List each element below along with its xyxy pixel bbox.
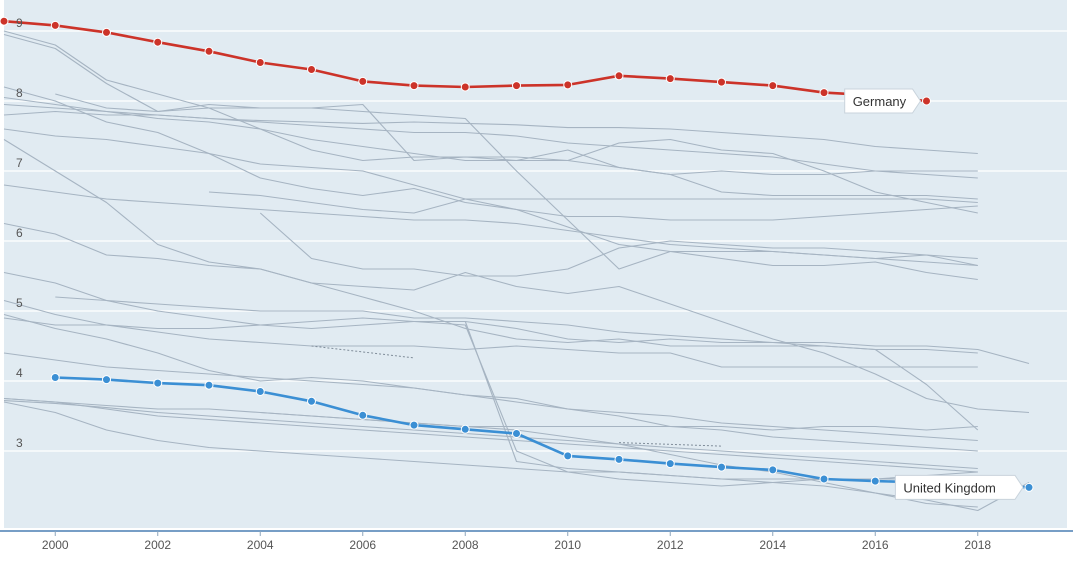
y-tick-label: 7 — [16, 156, 23, 170]
x-tick-label: 2010 — [554, 538, 581, 552]
series-annotations: Germany United Kingdom — [844, 88, 1024, 500]
united-kingdom-data-point — [768, 465, 778, 475]
x-tick-label: 2014 — [759, 538, 786, 552]
background-series-line — [3, 317, 978, 487]
germany-data-point — [358, 76, 368, 86]
germany-annotation-box — [844, 88, 922, 114]
germany-data-point — [153, 37, 163, 47]
germany-data-point — [665, 74, 675, 84]
y-tick-label: 8 — [16, 86, 23, 100]
background-series-line — [3, 397, 978, 431]
united-kingdom-annotation-box — [894, 474, 1024, 500]
germany-data-point — [614, 71, 624, 81]
background-series-line — [3, 271, 1030, 365]
germany-data-point — [819, 88, 829, 98]
background-series-line — [3, 352, 978, 442]
background-series-line — [3, 184, 978, 267]
united-kingdom-annotation: United Kingdom — [894, 474, 1024, 500]
background-series-line — [3, 110, 978, 155]
united-kingdom-data-point — [50, 373, 60, 382]
y-tick-label: 5 — [16, 296, 23, 310]
united-kingdom-data-point — [563, 451, 573, 461]
background-series-line — [3, 401, 978, 480]
united-kingdom-data-point — [204, 380, 214, 390]
germany-data-point — [563, 80, 573, 90]
germany-data-point — [50, 20, 60, 30]
united-kingdom-data-point — [307, 396, 316, 406]
united-kingdom-data-point — [460, 424, 470, 434]
y-tick-label: 9 — [16, 16, 23, 30]
background-series-line — [3, 33, 978, 200]
background-series-line — [3, 299, 978, 368]
background-series-line — [3, 30, 978, 214]
background-series-line — [3, 96, 978, 176]
x-tick-label: 2018 — [964, 538, 991, 552]
plot-background — [4, 0, 1067, 528]
germany-data-point — [512, 81, 521, 91]
y-tick-label: 3 — [16, 436, 23, 450]
germany-data-point — [409, 81, 419, 91]
united-kingdom-data-point — [1024, 482, 1034, 492]
x-tick-label: 2000 — [42, 538, 69, 552]
background-series-line — [3, 86, 978, 281]
grid-lines — [4, 30, 1067, 452]
background-series-line — [259, 212, 978, 277]
x-tick-label: 2006 — [349, 538, 376, 552]
background-series-line — [55, 296, 979, 431]
y-tick-label: 4 — [16, 366, 23, 380]
germany-data-point — [768, 81, 778, 91]
germany-data-point — [102, 27, 111, 37]
x-tick-label: 2004 — [247, 538, 274, 552]
united-kingdom-data-point — [665, 459, 675, 469]
united-kingdom-series-line — [55, 376, 1030, 489]
y-tick-label: 6 — [16, 226, 23, 240]
background-series-line — [3, 128, 978, 221]
germany-data-point — [922, 96, 931, 106]
united-kingdom-annotation-label: United Kingdom — [903, 480, 996, 495]
united-kingdom-data-point — [512, 429, 521, 438]
background-series-line — [3, 400, 978, 470]
germany-data-point — [204, 46, 214, 56]
united-kingdom-data-point — [358, 410, 368, 420]
united-kingdom-data-point — [819, 474, 829, 484]
united-kingdom-data-point — [409, 420, 419, 430]
united-kingdom-data-point — [102, 375, 111, 385]
x-tick-label: 2016 — [862, 538, 889, 552]
germany-data-point — [460, 82, 470, 92]
germany-annotation-label: Germany — [853, 94, 907, 109]
background-series-line — [3, 397, 978, 473]
germany-data-point — [307, 65, 316, 74]
background-series-gap-line — [618, 442, 722, 447]
united-kingdom-data-point — [255, 387, 265, 396]
united-kingdom-data-point — [153, 378, 163, 388]
background-series-gap-line — [311, 345, 415, 359]
background-series-line — [3, 139, 978, 354]
germany-data-point — [255, 58, 265, 67]
x-tick-label: 2002 — [144, 538, 171, 552]
background-series-group — [3, 30, 1030, 512]
background-series-line — [208, 191, 978, 214]
united-kingdom-data-point — [614, 454, 624, 464]
background-series-line — [464, 321, 978, 508]
germany-data-point — [0, 16, 9, 26]
axes: 3 4 5 6 7 8 9 2000 2002 2004 2006 2008 2010 2012 2014 2… — [0, 16, 1073, 552]
x-tick-label: 2008 — [452, 538, 479, 552]
germany-annotation: Germany — [844, 88, 922, 114]
x-tick-label: 2012 — [657, 538, 684, 552]
background-series-line — [3, 313, 978, 452]
united-kingdom-data-point — [870, 476, 880, 486]
germany-data-point — [717, 77, 726, 87]
united-kingdom-data-point — [717, 462, 726, 472]
